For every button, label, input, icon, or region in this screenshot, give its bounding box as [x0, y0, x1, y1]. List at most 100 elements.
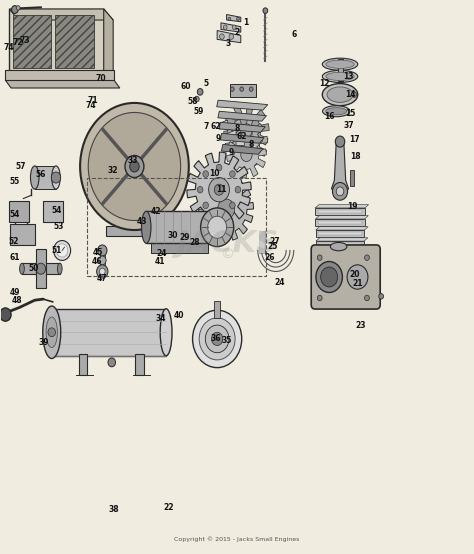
Text: 25: 25: [267, 242, 278, 251]
Text: 46: 46: [92, 257, 102, 266]
Circle shape: [216, 165, 222, 171]
Circle shape: [51, 172, 61, 183]
Circle shape: [365, 295, 369, 301]
Bar: [316, 219, 365, 225]
Circle shape: [192, 310, 242, 368]
Text: 30: 30: [168, 231, 178, 240]
Ellipse shape: [326, 107, 346, 115]
Circle shape: [99, 256, 106, 265]
Bar: [318, 220, 362, 224]
Polygon shape: [227, 14, 241, 22]
Text: Copyright © 2015 - Jacks Small Engines: Copyright © 2015 - Jacks Small Engines: [174, 537, 300, 542]
Bar: [53, 309, 166, 356]
Text: 34: 34: [155, 314, 166, 323]
Text: 62: 62: [210, 122, 220, 131]
Polygon shape: [316, 227, 368, 230]
Text: 56: 56: [36, 170, 46, 179]
Circle shape: [229, 34, 234, 39]
Circle shape: [16, 6, 20, 10]
Text: 35: 35: [221, 336, 232, 345]
Polygon shape: [220, 134, 264, 143]
Bar: [55, 14, 94, 68]
Text: 40: 40: [174, 311, 184, 320]
Circle shape: [80, 103, 189, 230]
Bar: [316, 252, 364, 259]
Text: 39: 39: [39, 338, 49, 347]
Text: 18: 18: [350, 152, 360, 161]
Circle shape: [335, 136, 345, 147]
Circle shape: [336, 187, 344, 196]
Bar: [22, 263, 60, 274]
Circle shape: [56, 244, 68, 257]
Text: 3: 3: [226, 39, 231, 48]
Ellipse shape: [57, 263, 62, 274]
Circle shape: [197, 186, 203, 193]
Circle shape: [197, 89, 203, 95]
Text: ©: ©: [220, 248, 235, 262]
Circle shape: [232, 25, 236, 29]
Circle shape: [208, 216, 227, 238]
Text: 60: 60: [181, 82, 191, 91]
Circle shape: [130, 161, 139, 172]
Polygon shape: [227, 132, 266, 178]
Circle shape: [214, 184, 224, 195]
Polygon shape: [315, 204, 369, 208]
Polygon shape: [221, 23, 241, 32]
Circle shape: [194, 96, 199, 102]
Polygon shape: [316, 238, 368, 241]
Text: 27: 27: [270, 237, 280, 245]
Bar: [79, 354, 87, 375]
Polygon shape: [9, 9, 113, 20]
Bar: [100, 250, 105, 267]
Bar: [43, 201, 63, 222]
Polygon shape: [228, 130, 236, 139]
Ellipse shape: [160, 309, 172, 356]
Ellipse shape: [322, 70, 358, 83]
Bar: [318, 232, 362, 235]
Text: 72: 72: [12, 38, 23, 47]
Text: 41: 41: [155, 257, 166, 266]
Text: 6: 6: [291, 30, 296, 39]
Bar: [318, 243, 362, 246]
Polygon shape: [217, 30, 241, 43]
Circle shape: [48, 328, 55, 337]
Bar: [316, 241, 364, 248]
Polygon shape: [221, 145, 263, 155]
Text: 51: 51: [51, 246, 62, 255]
Ellipse shape: [330, 243, 347, 251]
Text: 48: 48: [11, 296, 22, 305]
Polygon shape: [316, 249, 368, 252]
Text: 15: 15: [345, 110, 356, 119]
Bar: [87, 177, 266, 276]
Text: 58: 58: [187, 97, 198, 106]
Circle shape: [205, 325, 229, 353]
Text: 54: 54: [51, 206, 62, 215]
Bar: [317, 274, 364, 281]
Circle shape: [88, 112, 181, 220]
Circle shape: [228, 17, 231, 20]
Circle shape: [352, 92, 356, 98]
Bar: [9, 9, 104, 73]
Circle shape: [203, 171, 209, 177]
Circle shape: [318, 295, 322, 301]
Circle shape: [219, 34, 224, 39]
Polygon shape: [225, 118, 268, 167]
Bar: [136, 354, 144, 375]
Bar: [317, 285, 363, 292]
Text: 36: 36: [210, 335, 221, 343]
Bar: [230, 84, 256, 98]
Text: 32: 32: [108, 166, 118, 176]
Bar: [316, 230, 365, 237]
Text: 14: 14: [345, 90, 356, 99]
Circle shape: [11, 6, 18, 13]
Circle shape: [316, 261, 342, 293]
Text: 13: 13: [343, 73, 353, 81]
Circle shape: [216, 208, 222, 215]
Text: 74: 74: [4, 43, 15, 52]
Text: 20: 20: [349, 270, 359, 279]
Polygon shape: [5, 80, 120, 88]
Bar: [350, 170, 354, 186]
Text: 74: 74: [85, 101, 96, 110]
Bar: [12, 14, 51, 68]
Text: 9: 9: [216, 135, 221, 143]
